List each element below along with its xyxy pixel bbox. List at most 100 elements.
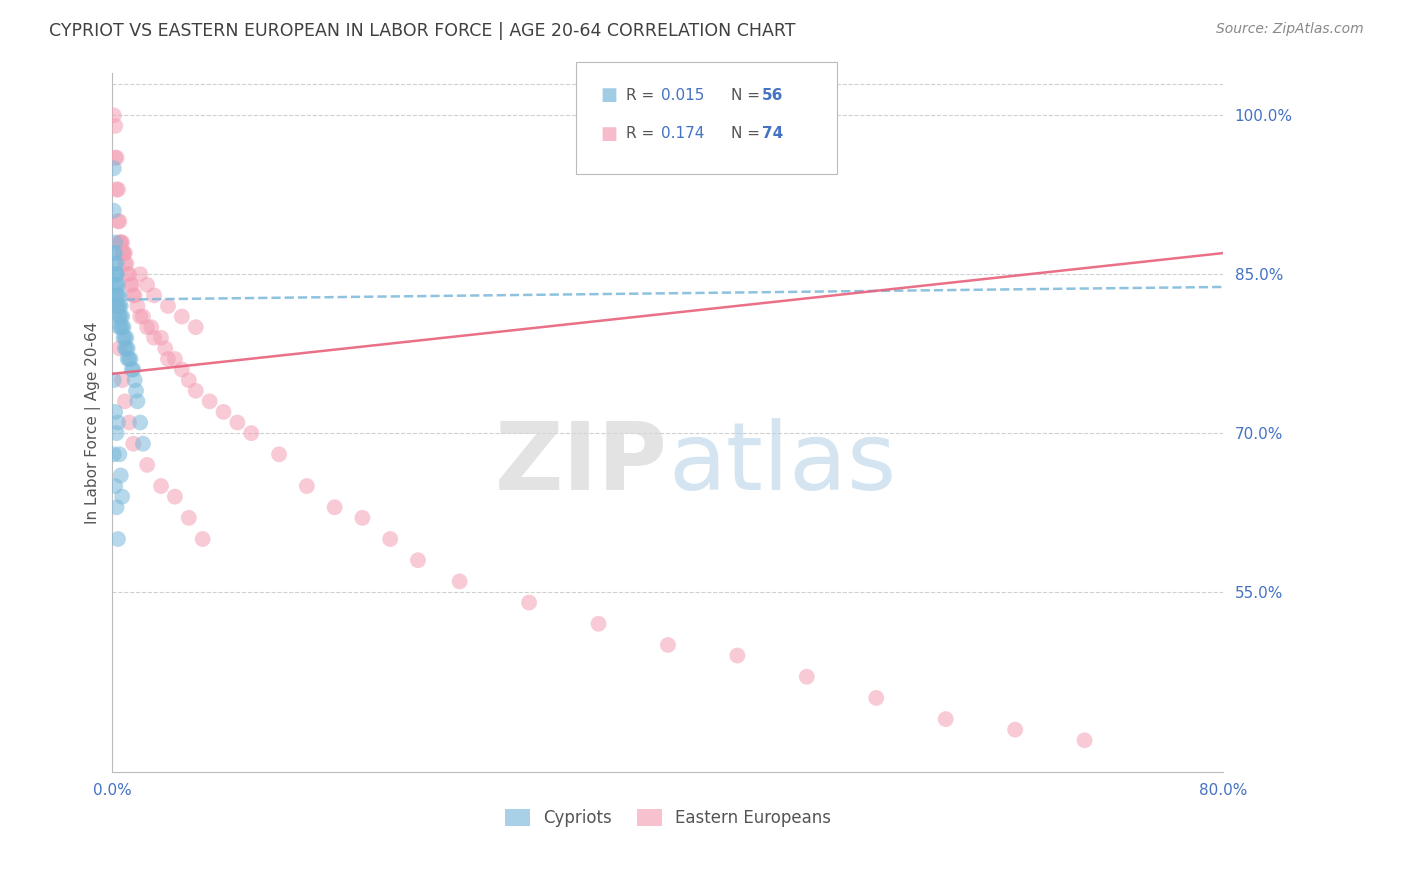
Point (107, 310, 129, 324)
Point (104, 267, 127, 281)
Point (114, 257, 136, 271)
Text: R =: R = (626, 127, 659, 141)
Point (114, 342, 136, 356)
Legend: Cypriots, Eastern Europeans: Cypriots, Eastern Europeans (498, 802, 838, 834)
Text: ■: ■ (600, 87, 617, 104)
Point (105, 267, 128, 281)
Point (449, 574, 471, 589)
Point (118, 267, 141, 281)
Point (107, 299, 129, 313)
Point (118, 416, 141, 430)
Point (129, 310, 152, 324)
Point (108, 342, 131, 356)
Point (107, 214, 129, 228)
Point (267, 447, 290, 461)
Text: CYPRIOT VS EASTERN EUROPEAN IN LABOR FORCE | AGE 20-64 CORRELATION CHART: CYPRIOT VS EASTERN EUROPEAN IN LABOR FOR… (49, 22, 796, 40)
Text: 56: 56 (762, 88, 783, 103)
Point (122, 362, 145, 376)
Point (103, 447, 125, 461)
Point (657, 638, 679, 652)
Point (1073, 733, 1095, 747)
Point (117, 342, 139, 356)
Point (865, 690, 887, 705)
Point (132, 436, 155, 450)
Point (132, 310, 155, 324)
Point (380, 532, 402, 546)
Point (108, 235, 131, 250)
Point (122, 436, 145, 450)
Point (184, 320, 207, 334)
Point (935, 712, 957, 726)
Point (143, 288, 166, 302)
Point (136, 277, 159, 292)
Point (170, 310, 193, 324)
Point (111, 235, 134, 250)
Point (588, 616, 610, 631)
Point (104, 151, 127, 165)
Point (112, 320, 135, 334)
Point (114, 331, 136, 345)
Point (150, 331, 173, 345)
Point (111, 246, 134, 260)
Point (120, 351, 142, 366)
Point (105, 257, 128, 271)
Point (107, 182, 129, 196)
Point (136, 320, 159, 334)
Point (104, 405, 127, 419)
Point (226, 416, 249, 430)
Point (112, 246, 135, 260)
Point (104, 277, 127, 292)
Point (103, 203, 125, 218)
Point (240, 426, 263, 441)
Point (111, 310, 134, 324)
Point (107, 532, 129, 546)
Point (104, 479, 127, 493)
Point (103, 108, 125, 122)
Point (156, 299, 179, 313)
Point (105, 500, 128, 515)
Point (121, 277, 143, 292)
Point (108, 320, 131, 334)
Point (153, 342, 176, 356)
Point (103, 246, 125, 260)
Point (110, 235, 132, 250)
Point (129, 416, 152, 430)
Point (107, 416, 129, 430)
Point (104, 235, 127, 250)
Point (105, 299, 128, 313)
Point (184, 384, 207, 398)
Point (517, 596, 540, 610)
Text: 0.174: 0.174 (661, 127, 704, 141)
Point (120, 277, 142, 292)
Point (323, 500, 346, 515)
Text: ZIP: ZIP (495, 418, 668, 510)
Point (105, 288, 128, 302)
Point (191, 532, 214, 546)
Point (127, 394, 149, 409)
Text: ■: ■ (600, 125, 617, 143)
Point (108, 299, 131, 313)
Point (725, 648, 748, 663)
Point (118, 351, 141, 366)
Point (112, 331, 135, 345)
Point (105, 299, 128, 313)
Point (125, 384, 148, 398)
Point (111, 373, 134, 387)
Point (110, 299, 132, 313)
Point (198, 394, 221, 409)
Point (143, 331, 166, 345)
Point (105, 426, 128, 441)
Point (127, 299, 149, 313)
Point (108, 447, 131, 461)
Point (108, 310, 131, 324)
Point (107, 277, 129, 292)
Point (107, 288, 129, 302)
Point (114, 246, 136, 260)
Point (110, 320, 132, 334)
Point (295, 479, 318, 493)
Point (212, 405, 235, 419)
Point (104, 257, 127, 271)
Point (117, 351, 139, 366)
Point (177, 511, 200, 525)
Point (111, 320, 134, 334)
